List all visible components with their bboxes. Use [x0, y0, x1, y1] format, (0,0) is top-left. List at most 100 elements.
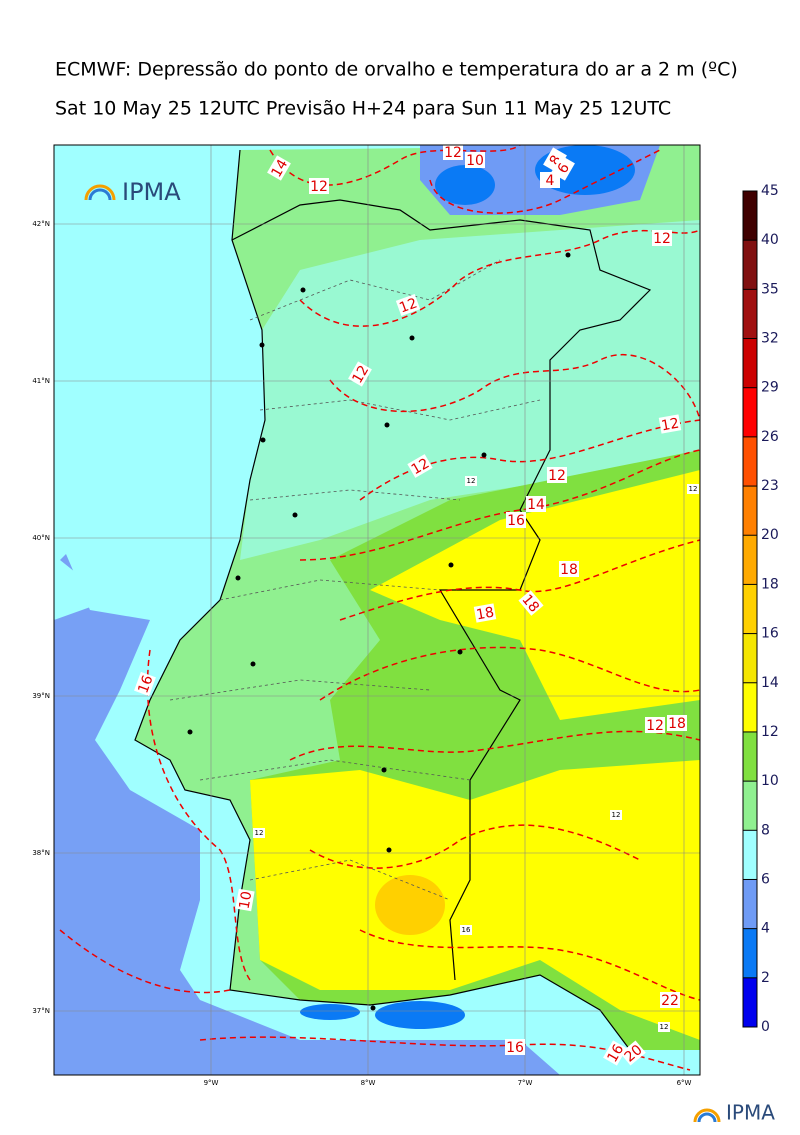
- colorbar-label: 29: [761, 380, 779, 396]
- contour-label-bg: [658, 414, 682, 434]
- colorbar-segment: [743, 928, 757, 978]
- footer-logo-text: IPMA: [726, 1101, 775, 1125]
- latitude-label: 37°N: [32, 1007, 50, 1015]
- contour-label-bg: [620, 1040, 646, 1066]
- subtitle: Sat 10 May 25 12UTC Previsão H+24 para S…: [55, 98, 671, 120]
- minor-label-bg: [460, 925, 472, 935]
- contour-label-bg: [526, 496, 546, 512]
- minor-label-bg: [687, 484, 699, 494]
- colorbar-label: 14: [761, 675, 779, 691]
- minor-label: 16: [462, 926, 471, 934]
- contour-label: 10: [465, 152, 485, 169]
- contour-label-bg: [540, 172, 560, 188]
- longitude-label: 6°W: [677, 1079, 692, 1087]
- contour-label: 12: [395, 294, 421, 317]
- contour-label-text: 14: [527, 497, 545, 513]
- contour-label-bg: [505, 1039, 525, 1055]
- minor-label: 12: [660, 1023, 669, 1031]
- colorbar-segment: [743, 830, 757, 880]
- contour-label-text: 12: [310, 179, 328, 195]
- longitude-label: 9°W: [204, 1079, 219, 1087]
- contour-label-bg: [543, 147, 567, 173]
- footer-logo: IPMA: [693, 1101, 775, 1125]
- colorbar-label: 10: [761, 773, 779, 789]
- contour-label-bg: [348, 361, 372, 387]
- contour-label: 16: [505, 1039, 525, 1056]
- map-frame: [53, 144, 701, 1076]
- contour-label: 18: [473, 603, 497, 624]
- contour-label: 12: [443, 145, 463, 161]
- contour-label-text: 18: [668, 716, 686, 732]
- colorbar-label: 40: [761, 232, 779, 248]
- contour-label: 14: [267, 155, 291, 181]
- contour-label-text: 10: [237, 890, 256, 910]
- contour-label-bg: [309, 178, 329, 194]
- contour-label-text: 12: [397, 295, 419, 316]
- colorbar-segment: [743, 387, 757, 437]
- contour-label-text: 18: [475, 605, 495, 624]
- contour-label-text: 18: [560, 562, 578, 578]
- colorbar-label: 20: [761, 527, 779, 543]
- contour-label-bg: [473, 603, 497, 623]
- colorbar-label: 0: [761, 1019, 770, 1035]
- dry-zone: [435, 165, 495, 205]
- contour-label-text: 12: [349, 363, 372, 386]
- districts: [169, 259, 541, 901]
- logo-text: IPMA: [122, 178, 181, 206]
- graticule: [54, 145, 700, 1075]
- contour-label: 22: [660, 992, 680, 1009]
- contour-label-text: 16: [135, 673, 156, 695]
- contour-label: 12: [658, 414, 682, 435]
- minor-label-bg: [465, 476, 477, 486]
- minor-label: 12: [689, 485, 698, 493]
- colorbar-segment: [743, 191, 757, 241]
- minor-label-bg: [610, 810, 622, 820]
- contours: [59, 145, 700, 1071]
- colorbar-label: 18: [761, 576, 779, 592]
- colorbar-label: 32: [761, 331, 779, 347]
- coastal-zone: [54, 145, 120, 620]
- minor-label: 12: [467, 477, 476, 485]
- contour-label-text: 12: [409, 455, 432, 478]
- minor-label-bg: [658, 1022, 670, 1032]
- colorbar-segment: [743, 289, 757, 339]
- contour-label-text: 14: [268, 157, 291, 181]
- warm-zone: [250, 760, 700, 1040]
- colorbar-segment: [743, 240, 757, 290]
- contour-label: 16: [506, 512, 526, 529]
- contour-label: 4: [540, 172, 560, 189]
- colorbar-label: 2: [761, 970, 770, 986]
- contour-label: 18: [667, 715, 687, 732]
- contour-label: 16: [603, 1040, 627, 1066]
- contour-label-text: 12: [660, 416, 680, 435]
- colorbar-segment: [743, 879, 757, 929]
- contour-label-bg: [395, 294, 421, 316]
- colorbar-label: 45: [761, 183, 779, 199]
- colorbar-label: 4: [761, 921, 770, 937]
- latitude-label: 41°N: [32, 377, 50, 385]
- contour-label-bg: [443, 145, 463, 160]
- colorbar-label: 6: [761, 871, 770, 887]
- contour-label-text: 16: [507, 513, 525, 529]
- latitude-label: 39°N: [32, 692, 50, 700]
- hot-spot: [375, 875, 445, 935]
- colorbar-label: 16: [761, 626, 779, 642]
- contour-label-bg: [134, 671, 156, 697]
- contour-label: 12: [407, 454, 433, 478]
- contour-label-bg: [667, 715, 687, 731]
- contour-label: 14: [526, 496, 546, 513]
- colorbar-segment: [743, 584, 757, 634]
- contour-label-text: 12: [444, 145, 462, 161]
- contour-label-text: 10: [466, 153, 484, 169]
- contour-label: 12: [348, 361, 372, 387]
- contour-label: 18: [559, 561, 579, 578]
- dry-zone: [300, 1004, 360, 1020]
- contour-label-bg: [645, 717, 665, 733]
- map-logo: IPMA: [84, 178, 181, 206]
- contour-label-bg: [660, 992, 680, 1008]
- colorbar-label: 23: [761, 478, 779, 494]
- dry-zone: [375, 1001, 465, 1029]
- contour-label: 12: [309, 178, 329, 195]
- cities: [187, 252, 571, 1011]
